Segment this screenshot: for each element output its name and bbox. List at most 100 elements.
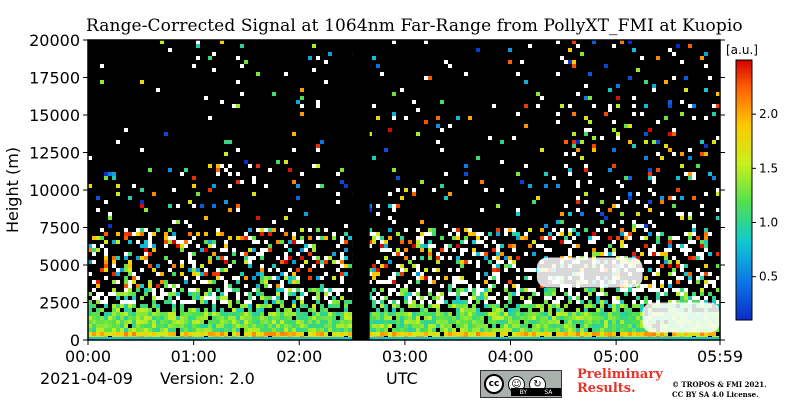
- heatmap-cell: [216, 268, 220, 272]
- heatmap-cell: [96, 300, 100, 304]
- footer-version: Version: 2.0: [160, 369, 255, 388]
- heatmap-cell: [552, 236, 556, 240]
- heatmap-cell: [632, 288, 636, 292]
- heatmap-cell: [96, 312, 100, 316]
- heatmap-cell: [232, 328, 236, 332]
- heatmap-cell: [468, 288, 472, 292]
- heatmap-cell: [496, 300, 500, 304]
- heatmap-cell: [92, 332, 96, 336]
- heatmap-cell: [248, 316, 252, 320]
- heatmap-cell: [92, 320, 96, 324]
- heatmap-cell: [180, 320, 184, 324]
- heatmap-cell: [468, 332, 472, 336]
- heatmap-cell: [136, 316, 140, 320]
- heatmap-cell: [176, 320, 180, 324]
- heatmap-cell: [312, 256, 316, 260]
- heatmap-cell: [296, 280, 300, 284]
- heatmap-cell: [636, 304, 640, 308]
- heatmap-cell: [688, 232, 692, 236]
- heatmap-cell: [604, 228, 608, 232]
- heatmap-cell: [412, 188, 416, 192]
- heatmap-cell: [208, 260, 212, 264]
- heatmap-cell: [140, 324, 144, 328]
- heatmap-cell: [336, 332, 340, 336]
- heatmap-cell: [208, 292, 212, 296]
- heatmap-cell: [236, 308, 240, 312]
- heatmap-cell: [328, 288, 332, 292]
- heatmap-cell: [416, 244, 420, 248]
- heatmap-cell: [188, 224, 192, 228]
- heatmap-cell: [192, 292, 196, 296]
- heatmap-cell: [704, 232, 708, 236]
- heatmap-cell: [620, 320, 624, 324]
- heatmap-cell: [624, 312, 628, 316]
- heatmap-cell: [224, 324, 228, 328]
- heatmap-cell: [508, 260, 512, 264]
- heatmap-cell: [200, 328, 204, 332]
- heatmap-cell: [404, 328, 408, 332]
- heatmap-cell: [300, 304, 304, 308]
- heatmap-cell: [620, 312, 624, 316]
- heatmap-cell: [672, 196, 676, 200]
- heatmap-cell: [120, 332, 124, 336]
- heatmap-cell: [612, 240, 616, 244]
- heatmap-cell: [116, 320, 120, 324]
- heatmap-cell: [316, 320, 320, 324]
- heatmap-cell: [516, 268, 520, 272]
- heatmap-cell: [480, 312, 484, 316]
- heatmap-cell: [476, 324, 480, 328]
- heatmap-cell: [552, 292, 556, 296]
- heatmap-cell: [184, 316, 188, 320]
- footer-date: 2021-04-09: [40, 369, 133, 388]
- heatmap-cell: [544, 172, 548, 176]
- heatmap-cell: [240, 324, 244, 328]
- heatmap-cell: [104, 264, 108, 268]
- heatmap-cell: [300, 88, 304, 92]
- heatmap-cell: [144, 208, 148, 212]
- x-tick-label: 01:00: [171, 347, 217, 366]
- heatmap-cell: [680, 268, 684, 272]
- heatmap-cell: [300, 296, 304, 300]
- heatmap-cell: [564, 316, 568, 320]
- heatmap-cell: [508, 228, 512, 232]
- heatmap-cell: [680, 292, 684, 296]
- heatmap-cell: [616, 196, 620, 200]
- heatmap-cell: [528, 184, 532, 188]
- heatmap-cell: [580, 312, 584, 316]
- heatmap-cell: [264, 240, 268, 244]
- heatmap-cell: [124, 228, 128, 232]
- heatmap-cell: [304, 328, 308, 332]
- heatmap-cell: [156, 88, 160, 92]
- heatmap-cell: [252, 312, 256, 316]
- heatmap-cell: [208, 296, 212, 300]
- heatmap-cell: [300, 324, 304, 328]
- heatmap-cell: [148, 308, 152, 312]
- heatmap-cell: [276, 324, 280, 328]
- heatmap-cell: [216, 296, 220, 300]
- heatmap-cell: [256, 288, 260, 292]
- heatmap-cell: [504, 328, 508, 332]
- heatmap-cell: [688, 296, 692, 300]
- heatmap-cell: [252, 248, 256, 252]
- heatmap-cell: [408, 280, 412, 284]
- heatmap-cell: [560, 308, 564, 312]
- heatmap-cell: [132, 300, 136, 304]
- heatmap-cell: [372, 232, 376, 236]
- heatmap-cell: [96, 296, 100, 300]
- heatmap-cell: [500, 320, 504, 324]
- heatmap-cell: [404, 312, 408, 316]
- heatmap-cell: [684, 76, 688, 80]
- heatmap-cell: [88, 328, 92, 332]
- heatmap-cell: [452, 328, 456, 332]
- heatmap-cell: [608, 304, 612, 308]
- heatmap-cell: [480, 296, 484, 300]
- heatmap-cell: [196, 268, 200, 272]
- heatmap-cell: [400, 236, 404, 240]
- heatmap-cell: [408, 320, 412, 324]
- heatmap-cell: [604, 316, 608, 320]
- heatmap-cell: [240, 92, 244, 96]
- heatmap-cell: [252, 256, 256, 260]
- heatmap-cell: [384, 148, 388, 152]
- heatmap-cell: [692, 292, 696, 296]
- heatmap-cell: [104, 240, 108, 244]
